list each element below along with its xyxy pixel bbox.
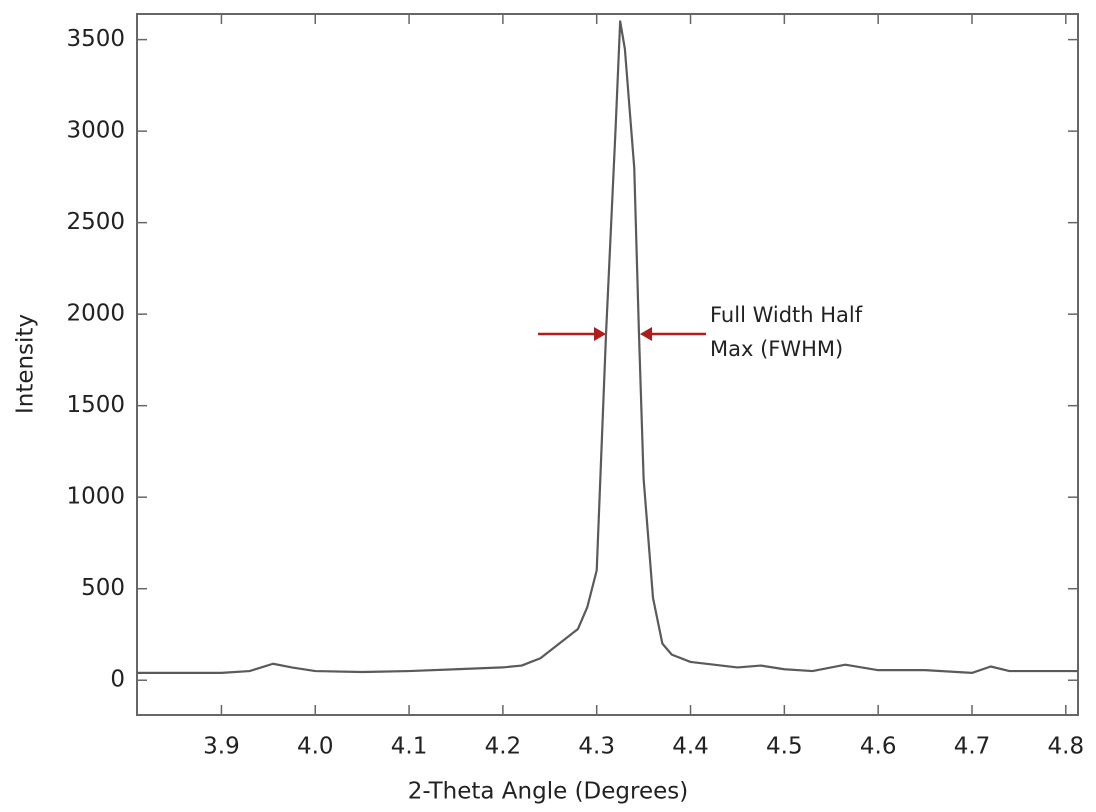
x-tick-label: 4.8 bbox=[1048, 734, 1085, 760]
y-tick-label: 1000 bbox=[66, 484, 125, 510]
x-tick-label: 4.6 bbox=[860, 734, 897, 760]
x-tick-label: 4.0 bbox=[297, 734, 334, 760]
arrow-head bbox=[640, 327, 652, 341]
x-tick-label: 4.1 bbox=[391, 734, 428, 760]
y-tick-label: 3000 bbox=[66, 118, 125, 144]
data-line bbox=[137, 20, 1078, 674]
x-tick-label: 3.9 bbox=[203, 734, 240, 760]
x-tick-label: 4.2 bbox=[485, 734, 522, 760]
y-tick-label: 0 bbox=[110, 667, 125, 693]
y-axis-label: Intensity bbox=[13, 314, 39, 414]
x-axis-label: 2-Theta Angle (Degrees) bbox=[408, 779, 688, 805]
arrow-head bbox=[594, 327, 606, 341]
plot-frame bbox=[136, 13, 1079, 716]
x-tick-label: 4.3 bbox=[578, 734, 615, 760]
y-tick-label: 1500 bbox=[66, 392, 125, 418]
y-tick-label: 2000 bbox=[66, 301, 125, 327]
x-tick-label: 4.4 bbox=[672, 734, 709, 760]
y-tick-label: 2500 bbox=[66, 209, 125, 235]
fwhm-arrows bbox=[538, 327, 706, 341]
x-tick-label: 4.7 bbox=[954, 734, 991, 760]
x-tick-label: 4.5 bbox=[766, 734, 803, 760]
annotation: Full Width Half bbox=[710, 303, 863, 327]
y-tick-label: 500 bbox=[81, 575, 125, 601]
y-tick-label: 3500 bbox=[66, 26, 125, 52]
annotation: Max (FWHM) bbox=[710, 337, 843, 361]
